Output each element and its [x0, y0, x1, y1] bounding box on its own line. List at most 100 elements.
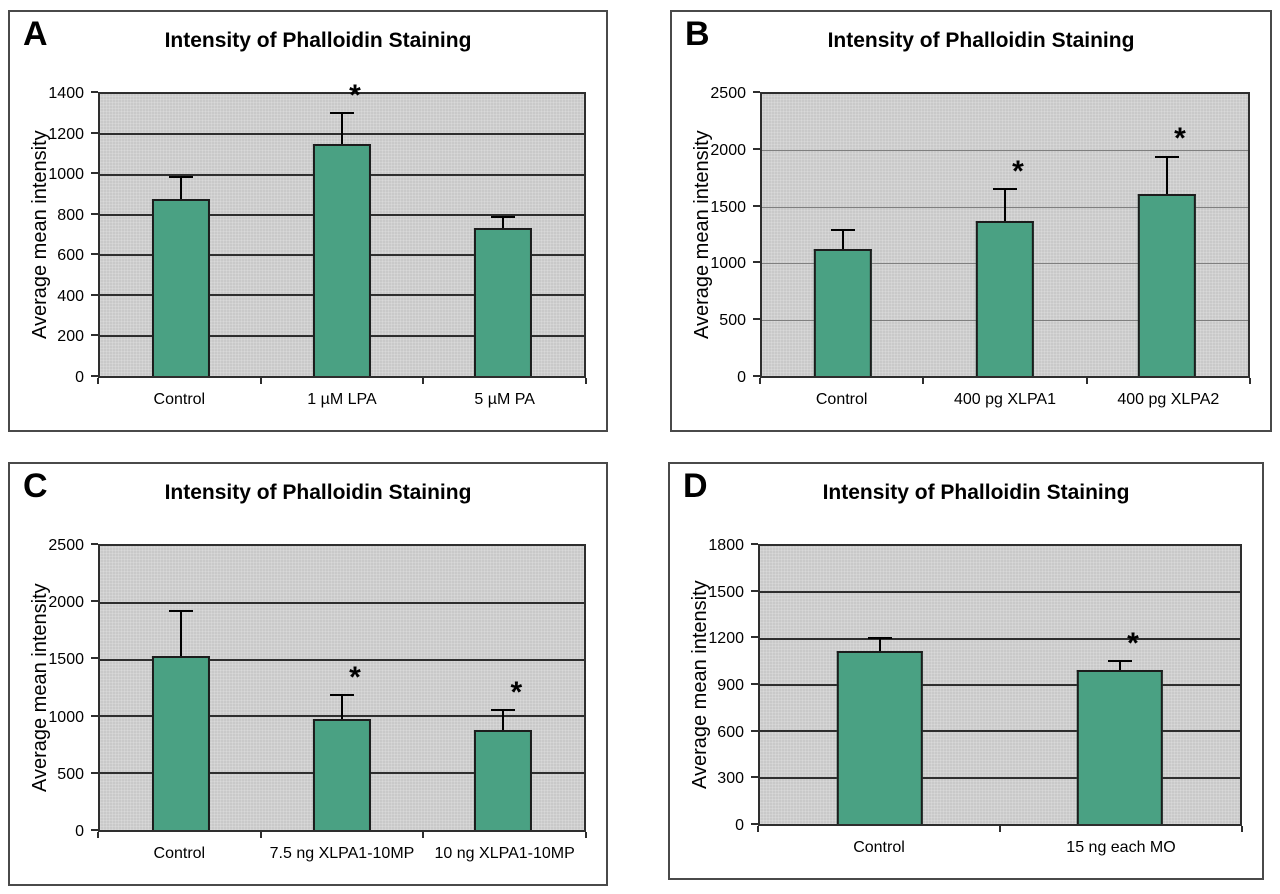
- x-category-label: 10 ng XLPA1-10MP: [434, 845, 575, 862]
- gridline-300: [760, 776, 1240, 779]
- y-tick-mark-400: [91, 293, 98, 296]
- significance-asterisk: *: [1174, 122, 1186, 156]
- x-tick-mark: [259, 378, 262, 384]
- significance-asterisk: *: [349, 661, 361, 695]
- error-bar-cap: [168, 610, 193, 613]
- error-bar-stem: [1166, 155, 1168, 195]
- y-tick-mark-1000: [91, 172, 98, 175]
- panel-letter-d: D: [683, 467, 708, 505]
- y-tick-label-500: 500: [57, 765, 84, 783]
- y-tick-label-1500: 1500: [708, 583, 744, 601]
- y-tick-mark-1200: [751, 636, 758, 639]
- y-tick-mark-200: [91, 334, 98, 337]
- y-tick-mark-1200: [91, 131, 98, 134]
- panel-letter-c: C: [23, 467, 48, 505]
- error-bar: [168, 175, 193, 199]
- y-tick-mark-500: [91, 771, 98, 774]
- x-tick-mark: [1085, 378, 1088, 384]
- error-bar-cap: [491, 709, 516, 712]
- error-bar-cap: [868, 637, 892, 640]
- y-tick-mark-300: [751, 776, 758, 779]
- y-tick-mark-600: [91, 253, 98, 256]
- y-tick-mark-2000: [753, 147, 760, 150]
- bar-10-ng-xlpa1-10mp: [474, 730, 533, 830]
- x-tick-mark: [922, 378, 925, 384]
- y-tick-label-500: 500: [719, 312, 746, 330]
- error-bar-stem: [179, 175, 182, 199]
- chart-title-b: Intensity of Phalloidin Staining: [827, 29, 1135, 52]
- error-bar-stem: [502, 215, 505, 228]
- error-bar-cap: [168, 175, 193, 178]
- error-bar: [330, 694, 354, 720]
- y-tick-label-1200: 1200: [708, 630, 744, 648]
- error-bar-cap: [1108, 659, 1132, 662]
- gridline-900: [760, 684, 1240, 686]
- error-bar: [491, 215, 516, 228]
- gridline-2000: [100, 601, 584, 604]
- bar-control: [151, 198, 210, 376]
- y-tick-mark-500: [753, 318, 760, 321]
- bar-15-ng-each-mo: [1076, 669, 1164, 824]
- y-tick-label-1500: 1500: [710, 198, 746, 216]
- y-tick-label-1400: 1400: [48, 85, 84, 102]
- y-tick-label-1000: 1000: [48, 708, 84, 726]
- y-tick-mark-800: [91, 212, 98, 215]
- gridline-2000: [762, 150, 1248, 152]
- x-category-label: 7.5 ng XLPA1-10MP: [269, 845, 415, 862]
- y-axis-title-b: Average mean intensity: [691, 130, 713, 340]
- y-tick-label-400: 400: [57, 287, 84, 305]
- x-tick-mark: [999, 826, 1001, 832]
- y-tick-label-0: 0: [735, 817, 744, 834]
- x-tick-mark: [97, 378, 99, 384]
- y-tick-mark-1000: [753, 261, 760, 264]
- error-bar-stem: [1004, 187, 1006, 222]
- error-bar-stem: [1119, 659, 1121, 670]
- error-bar: [993, 187, 1017, 222]
- error-bar-stem: [179, 610, 182, 657]
- y-tick-mark-1800: [751, 543, 758, 545]
- error-bar: [168, 610, 193, 657]
- plot-area-a: *: [98, 81, 586, 378]
- y-tick-mark-0: [91, 829, 98, 831]
- y-tick-label-0: 0: [75, 823, 84, 840]
- gridline-1200: [760, 637, 1240, 640]
- bar-5-m-pa: [474, 227, 533, 376]
- panel-letter-a: A: [23, 15, 48, 53]
- y-tick-mark-1500: [91, 657, 98, 660]
- bar-400-pg-xlpa1: [975, 221, 1035, 376]
- x-category-label: 5 µM PA: [474, 391, 535, 408]
- error-bar-cap: [330, 694, 354, 697]
- y-tick-label-2500: 2500: [710, 85, 746, 102]
- error-bar-stem: [341, 694, 343, 720]
- error-bar-stem: [879, 637, 881, 652]
- y-tick-label-2000: 2000: [710, 141, 746, 159]
- gridline-600: [760, 730, 1240, 733]
- x-tick-mark: [422, 832, 425, 838]
- significance-asterisk: *: [1012, 154, 1024, 188]
- error-bar-cap: [830, 229, 855, 232]
- x-tick-mark: [1249, 378, 1251, 384]
- panel-b: B Intensity of Phalloidin Staining Avera…: [670, 10, 1272, 432]
- plot-area-c: * *: [98, 544, 586, 832]
- y-tick-mark-0: [753, 375, 760, 377]
- x-tick-mark: [585, 832, 587, 838]
- error-bar-cap: [993, 187, 1017, 190]
- y-tick-label-600: 600: [717, 723, 744, 741]
- y-tick-mark-1500: [753, 204, 760, 207]
- x-category-label: Control: [815, 391, 868, 408]
- x-category-label: Control: [153, 391, 206, 408]
- panel-letter-b: B: [685, 15, 710, 53]
- y-tick-label-2000: 2000: [48, 594, 84, 612]
- chart-title-d: Intensity of Phalloidin Staining: [822, 481, 1130, 504]
- x-tick-mark: [422, 378, 425, 384]
- x-category-label: 400 pg XLPA2: [1117, 391, 1220, 408]
- x-category-label: Control: [853, 839, 905, 856]
- y-tick-label-1000: 1000: [710, 255, 746, 273]
- error-bar: [868, 637, 892, 652]
- x-category-label: 15 ng each MO: [1066, 839, 1176, 856]
- x-category-label: 1 µM LPA: [307, 391, 377, 408]
- significance-asterisk: *: [510, 676, 523, 710]
- y-tick-label-800: 800: [57, 206, 84, 224]
- y-tick-label-0: 0: [75, 369, 84, 386]
- plot-area-b: * *: [760, 92, 1250, 378]
